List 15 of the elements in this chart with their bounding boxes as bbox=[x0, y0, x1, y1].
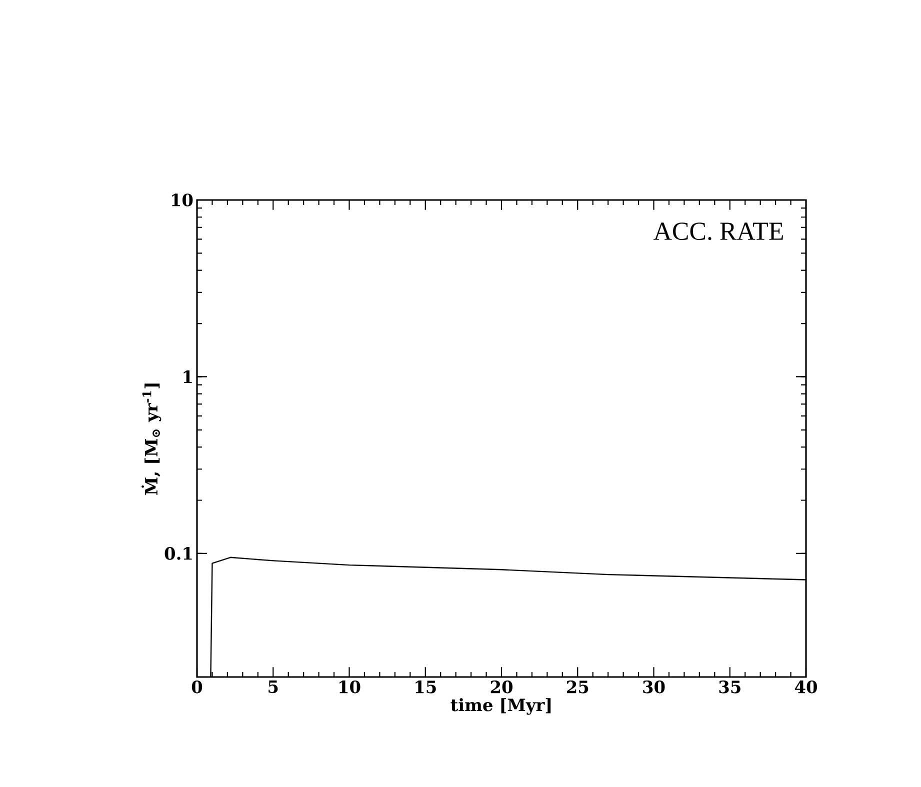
x-tick-label: 5 bbox=[268, 680, 278, 694]
y-tick-label: 0.1 bbox=[164, 547, 192, 560]
x-tick-label: 10 bbox=[340, 680, 360, 694]
x-tick-label: 20 bbox=[490, 680, 512, 694]
annotation: ACC. RATE bbox=[653, 222, 783, 240]
y-tick-label: 1 bbox=[184, 370, 192, 384]
x-tick-label: 15 bbox=[416, 680, 436, 694]
x-tick-label: 30 bbox=[643, 680, 665, 694]
y-axis-title: Ṁ, [M$_{⊙}$ yr$^{-1}$] bbox=[142, 384, 162, 495]
x-tick-label: 25 bbox=[566, 680, 588, 694]
y-tick-label: 10 bbox=[172, 194, 193, 206]
x-tick-label: 35 bbox=[719, 680, 740, 694]
x-tick-label: 0 bbox=[192, 680, 202, 694]
x-axis-title: time [Myr] bbox=[450, 698, 551, 715]
x-tick-label: 40 bbox=[794, 680, 817, 694]
